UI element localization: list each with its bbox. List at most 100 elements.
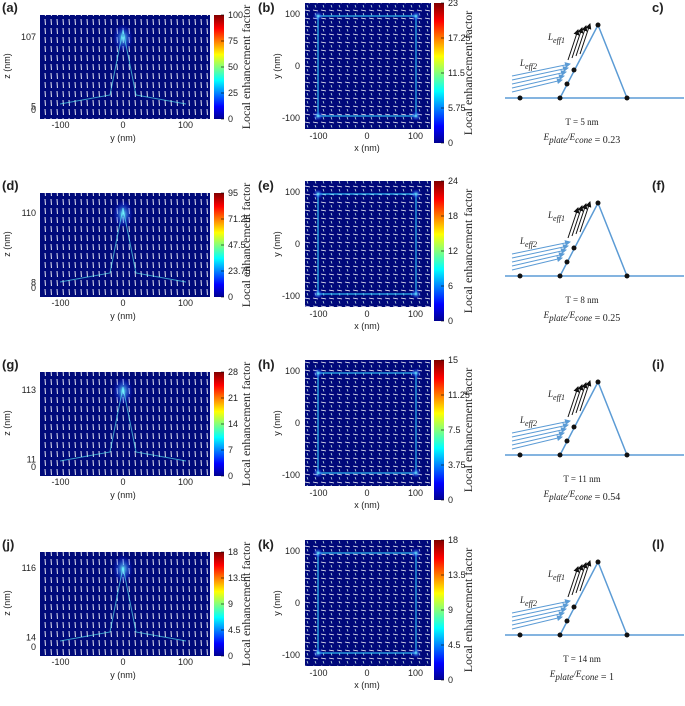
colorbar-tick-label: 5.75 [448,103,466,113]
cone-outline [59,566,187,642]
x-tick-label: 0 [120,477,125,487]
vertex [557,95,563,101]
y-tick-label: 100 [285,187,300,197]
field-map [305,3,431,129]
arrow [511,427,567,442]
ratio: Eplate/Econe = 0.23 [543,132,621,146]
arrow [579,201,592,233]
colorbar-tick-label: 4.5 [228,625,241,635]
y-tick-label: 100 [285,9,300,19]
arrow [571,27,584,59]
y-tick-label: 14 [26,632,36,642]
panel-label: (b) [258,0,275,15]
y-tick-label: 100 [285,546,300,556]
panel-label: (g) [2,357,19,372]
vertex [595,22,601,28]
y-tick-label: 113 [22,385,36,395]
text-part: eff2 [525,419,537,428]
arrow [511,256,563,271]
colorbar-tick-label: 0 [448,675,453,685]
x-tick-label: 100 [408,309,423,319]
colorbar-tick-label: 21 [228,393,238,403]
arrow [567,386,580,418]
x-tick-label: 100 [178,120,193,130]
colorbar-tick-label: 0 [228,471,233,481]
colorbar-tick-label: 13.5 [228,573,246,583]
x-tick-label: 100 [178,298,193,308]
arrow [511,423,569,438]
y-tick-label: -100 [282,113,300,123]
y-tick-label: 0 [31,105,36,115]
length-label: Leff1 [547,389,565,402]
arrow [511,599,571,614]
y-tick-label: 110 [22,208,36,218]
vertex [517,632,523,638]
arrow [571,564,584,596]
colorbar-tick-label: 28 [228,367,238,377]
vertex [564,259,570,265]
colorbar-tick-label: 6 [448,281,453,291]
text-part: cone [575,492,592,502]
x-axis-label: y (nm) [110,490,136,500]
arrow [511,78,563,93]
length-label: Leff2 [519,415,537,428]
x-tick-label: 100 [408,488,423,498]
y-tick-label: 11 [27,455,36,465]
text-part: E [543,310,550,320]
arrow [567,566,580,598]
colorbar [434,360,444,500]
panel-label: (j) [2,537,14,552]
colorbar-tick-label: 11.5 [448,68,465,78]
panel-label: (l) [652,537,664,552]
text-part: /E [572,669,582,679]
colorbar [214,552,224,656]
vertex [624,273,630,279]
colorbar-tick-label: 12 [448,246,458,256]
x-axis-label: x (nm) [354,321,380,331]
field-map [305,360,431,486]
text-part: L [547,210,553,220]
colorbar [214,372,224,476]
colorbar-label: Local enhancement factor [239,183,253,308]
arrow [575,382,588,414]
colorbar-label: Local enhancement factor [461,548,475,673]
y-axis-label: y (nm) [272,231,282,257]
text-part: L [519,58,525,68]
x-tick-label: -100 [51,298,69,308]
text-part: L [547,389,553,399]
vertex [571,245,577,251]
arrow [571,384,584,416]
cone [559,23,628,99]
arrow [511,74,565,89]
cone-outline [59,386,187,462]
hot-spot [411,189,421,199]
vertex [557,452,563,458]
text-part: plate [548,135,567,145]
hot-spot [411,368,421,378]
hot-spot [313,111,323,121]
colorbar-tick-label: 100 [228,10,243,20]
x-tick-label: -100 [309,668,327,678]
arrow [511,252,565,267]
text-part: plate [554,672,573,682]
colorbar-tick-label: 13.5 [448,570,466,580]
arrow [567,29,580,61]
colorbar-tick-label: 18 [228,547,238,557]
vertex [564,438,570,444]
text-part: = 0.25 [592,313,620,324]
colorbar-label: Local enhancement factor [461,11,475,136]
colorbar-label: Local enhancement factor [461,189,475,314]
arrow [511,615,563,630]
colorbar-tick-label: 14 [228,419,238,429]
arrow [579,560,592,592]
field-map [305,181,431,307]
hot-spot [411,468,421,478]
hot-spot [313,648,323,658]
arrow [511,419,571,434]
x-tick-label: -100 [309,131,327,141]
panel-label: (i) [652,357,664,372]
x-tick-label: 0 [364,488,369,498]
x-tick-label: 100 [408,668,423,678]
text-part: eff2 [525,240,537,249]
arrow [511,66,569,81]
